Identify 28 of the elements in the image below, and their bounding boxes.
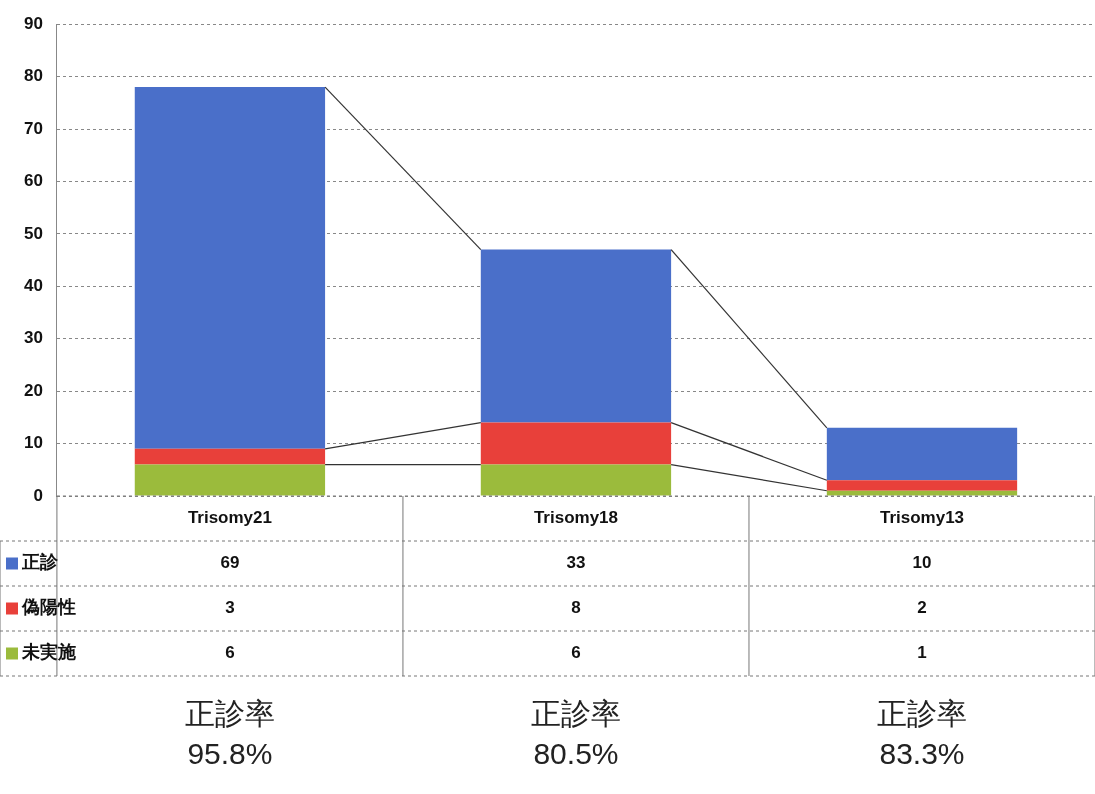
data-label: 6 — [571, 643, 581, 663]
data-label: 69 — [220, 553, 240, 573]
x-tick-label: Trisomy21 — [187, 508, 272, 528]
y-tick-label: 50 — [23, 223, 43, 243]
text: 正診率 80.5% — [530, 697, 621, 771]
data-label: 2 — [917, 598, 927, 618]
legend-label: 未実施 — [21, 642, 76, 663]
text: 正診率 95.8% — [184, 697, 275, 771]
x-tick-label: Trisomy13 — [879, 508, 965, 528]
data-label: 8 — [571, 598, 581, 618]
y-tick-label: 0 — [33, 485, 43, 505]
data-label: 10 — [912, 553, 932, 573]
data-label: 33 — [566, 553, 586, 573]
text: 正診率 83.3% — [876, 697, 967, 771]
y-tick-label: 30 — [23, 328, 43, 348]
x-tick-label: Trisomy18 — [533, 508, 619, 528]
data-label: 3 — [225, 598, 235, 618]
y-tick-label: 20 — [23, 380, 43, 400]
legend-label: 正診 — [21, 552, 59, 573]
legend-label: 偽陽性 — [21, 597, 76, 618]
y-tick-label: 80 — [23, 66, 43, 86]
y-tick-label: 60 — [23, 171, 43, 191]
y-tick-label: 90 — [23, 13, 43, 33]
y-tick-label: 40 — [23, 276, 43, 295]
y-tick-label: 10 — [23, 433, 43, 453]
data-label: 1 — [917, 643, 927, 663]
data-label: 6 — [225, 643, 235, 663]
y-tick-label: 70 — [23, 118, 43, 138]
